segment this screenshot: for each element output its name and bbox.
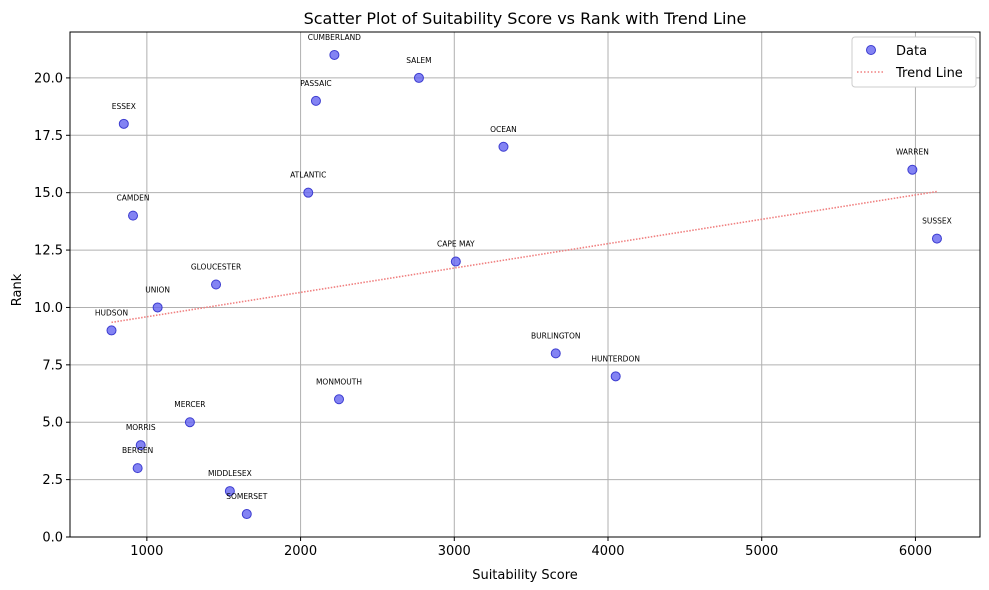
data-point xyxy=(310,95,321,106)
point-label: GLOUCESTER xyxy=(191,263,241,272)
point-label: BERGEN xyxy=(122,446,153,455)
y-tick-label: 2.5 xyxy=(42,473,63,488)
point-label: HUDSON xyxy=(95,308,128,317)
data-point xyxy=(303,187,314,198)
y-tick-label: 5.0 xyxy=(42,416,63,431)
data-point xyxy=(329,49,340,60)
data-point xyxy=(550,348,561,359)
x-axis-ticks: 1000 2000 3000 4000 5000 6000 xyxy=(130,537,932,559)
trend-line-layer xyxy=(111,190,938,324)
data-points xyxy=(106,49,942,520)
point-label: BURLINGTON xyxy=(531,331,581,340)
x-tick-label: 2000 xyxy=(284,544,317,559)
point-label: CUMBERLAND xyxy=(308,33,361,42)
legend-trend-label: Trend Line xyxy=(895,66,963,81)
point-label: HUNTERDON xyxy=(591,354,640,363)
point-label: MERCER xyxy=(174,400,205,409)
data-point xyxy=(132,463,143,474)
point-label: ESSEX xyxy=(112,102,136,111)
data-point xyxy=(224,486,235,497)
data-point xyxy=(211,279,222,290)
chart-title: Scatter Plot of Suitability Score vs Ran… xyxy=(304,9,747,28)
point-label: MONMOUTH xyxy=(316,377,362,386)
point-label: SUSSEX xyxy=(922,217,952,226)
data-point xyxy=(118,118,129,129)
y-tick-label: 17.5 xyxy=(34,129,63,144)
data-point xyxy=(135,440,146,451)
point-label: ATLANTIC xyxy=(290,171,326,180)
point-label: OCEAN xyxy=(490,125,517,134)
point-label: UNION xyxy=(145,285,170,294)
x-tick-label: 5000 xyxy=(745,544,778,559)
point-labels: CUMBERLAND SALEM PASSAIC ESSEX OCEAN WARREN AT… xyxy=(95,33,952,501)
legend-data-marker xyxy=(866,45,876,55)
data-point xyxy=(413,72,424,83)
data-point xyxy=(106,325,117,336)
x-tick-label: 6000 xyxy=(899,544,932,559)
y-tick-label: 20.0 xyxy=(34,71,63,86)
data-point xyxy=(241,509,252,520)
x-tick-label: 3000 xyxy=(438,544,471,559)
point-label: CAPE MAY xyxy=(437,240,475,249)
data-point xyxy=(498,141,509,152)
y-tick-label: 12.5 xyxy=(34,244,63,259)
point-label: MIDDLESEX xyxy=(208,469,252,478)
grid xyxy=(70,32,980,538)
point-label: SOMERSET xyxy=(226,492,268,501)
y-axis-ticks: 0.0 2.5 5.0 7.5 10.0 12.5 15.0 17.5 20.0 xyxy=(34,71,70,546)
data-point xyxy=(907,164,918,175)
y-tick-label: 15.0 xyxy=(34,186,63,201)
legend: Data Trend Line xyxy=(851,36,977,88)
data-point xyxy=(184,417,195,428)
trend-line xyxy=(111,190,938,324)
data-point xyxy=(610,371,621,382)
point-label: CAMDEN xyxy=(117,194,150,203)
data-point xyxy=(128,210,139,221)
y-tick-label: 10.0 xyxy=(34,301,63,316)
point-label: WARREN xyxy=(896,148,929,157)
plot-frame xyxy=(69,31,981,538)
legend-data-label: Data xyxy=(896,44,927,59)
data-point xyxy=(931,233,942,244)
point-label: PASSAIC xyxy=(300,79,331,88)
x-tick-label: 1000 xyxy=(130,544,163,559)
data-point xyxy=(152,302,163,313)
data-point xyxy=(334,394,345,405)
point-label: MORRIS xyxy=(126,423,156,432)
y-tick-label: 0.0 xyxy=(42,531,63,546)
y-tick-label: 7.5 xyxy=(42,358,63,373)
x-tick-label: 4000 xyxy=(591,544,624,559)
data-point xyxy=(450,256,461,267)
point-label: SALEM xyxy=(406,56,431,65)
legend-box xyxy=(851,36,977,88)
x-axis-label: Suitability Score xyxy=(472,568,578,583)
y-axis-label: Rank xyxy=(10,273,25,306)
